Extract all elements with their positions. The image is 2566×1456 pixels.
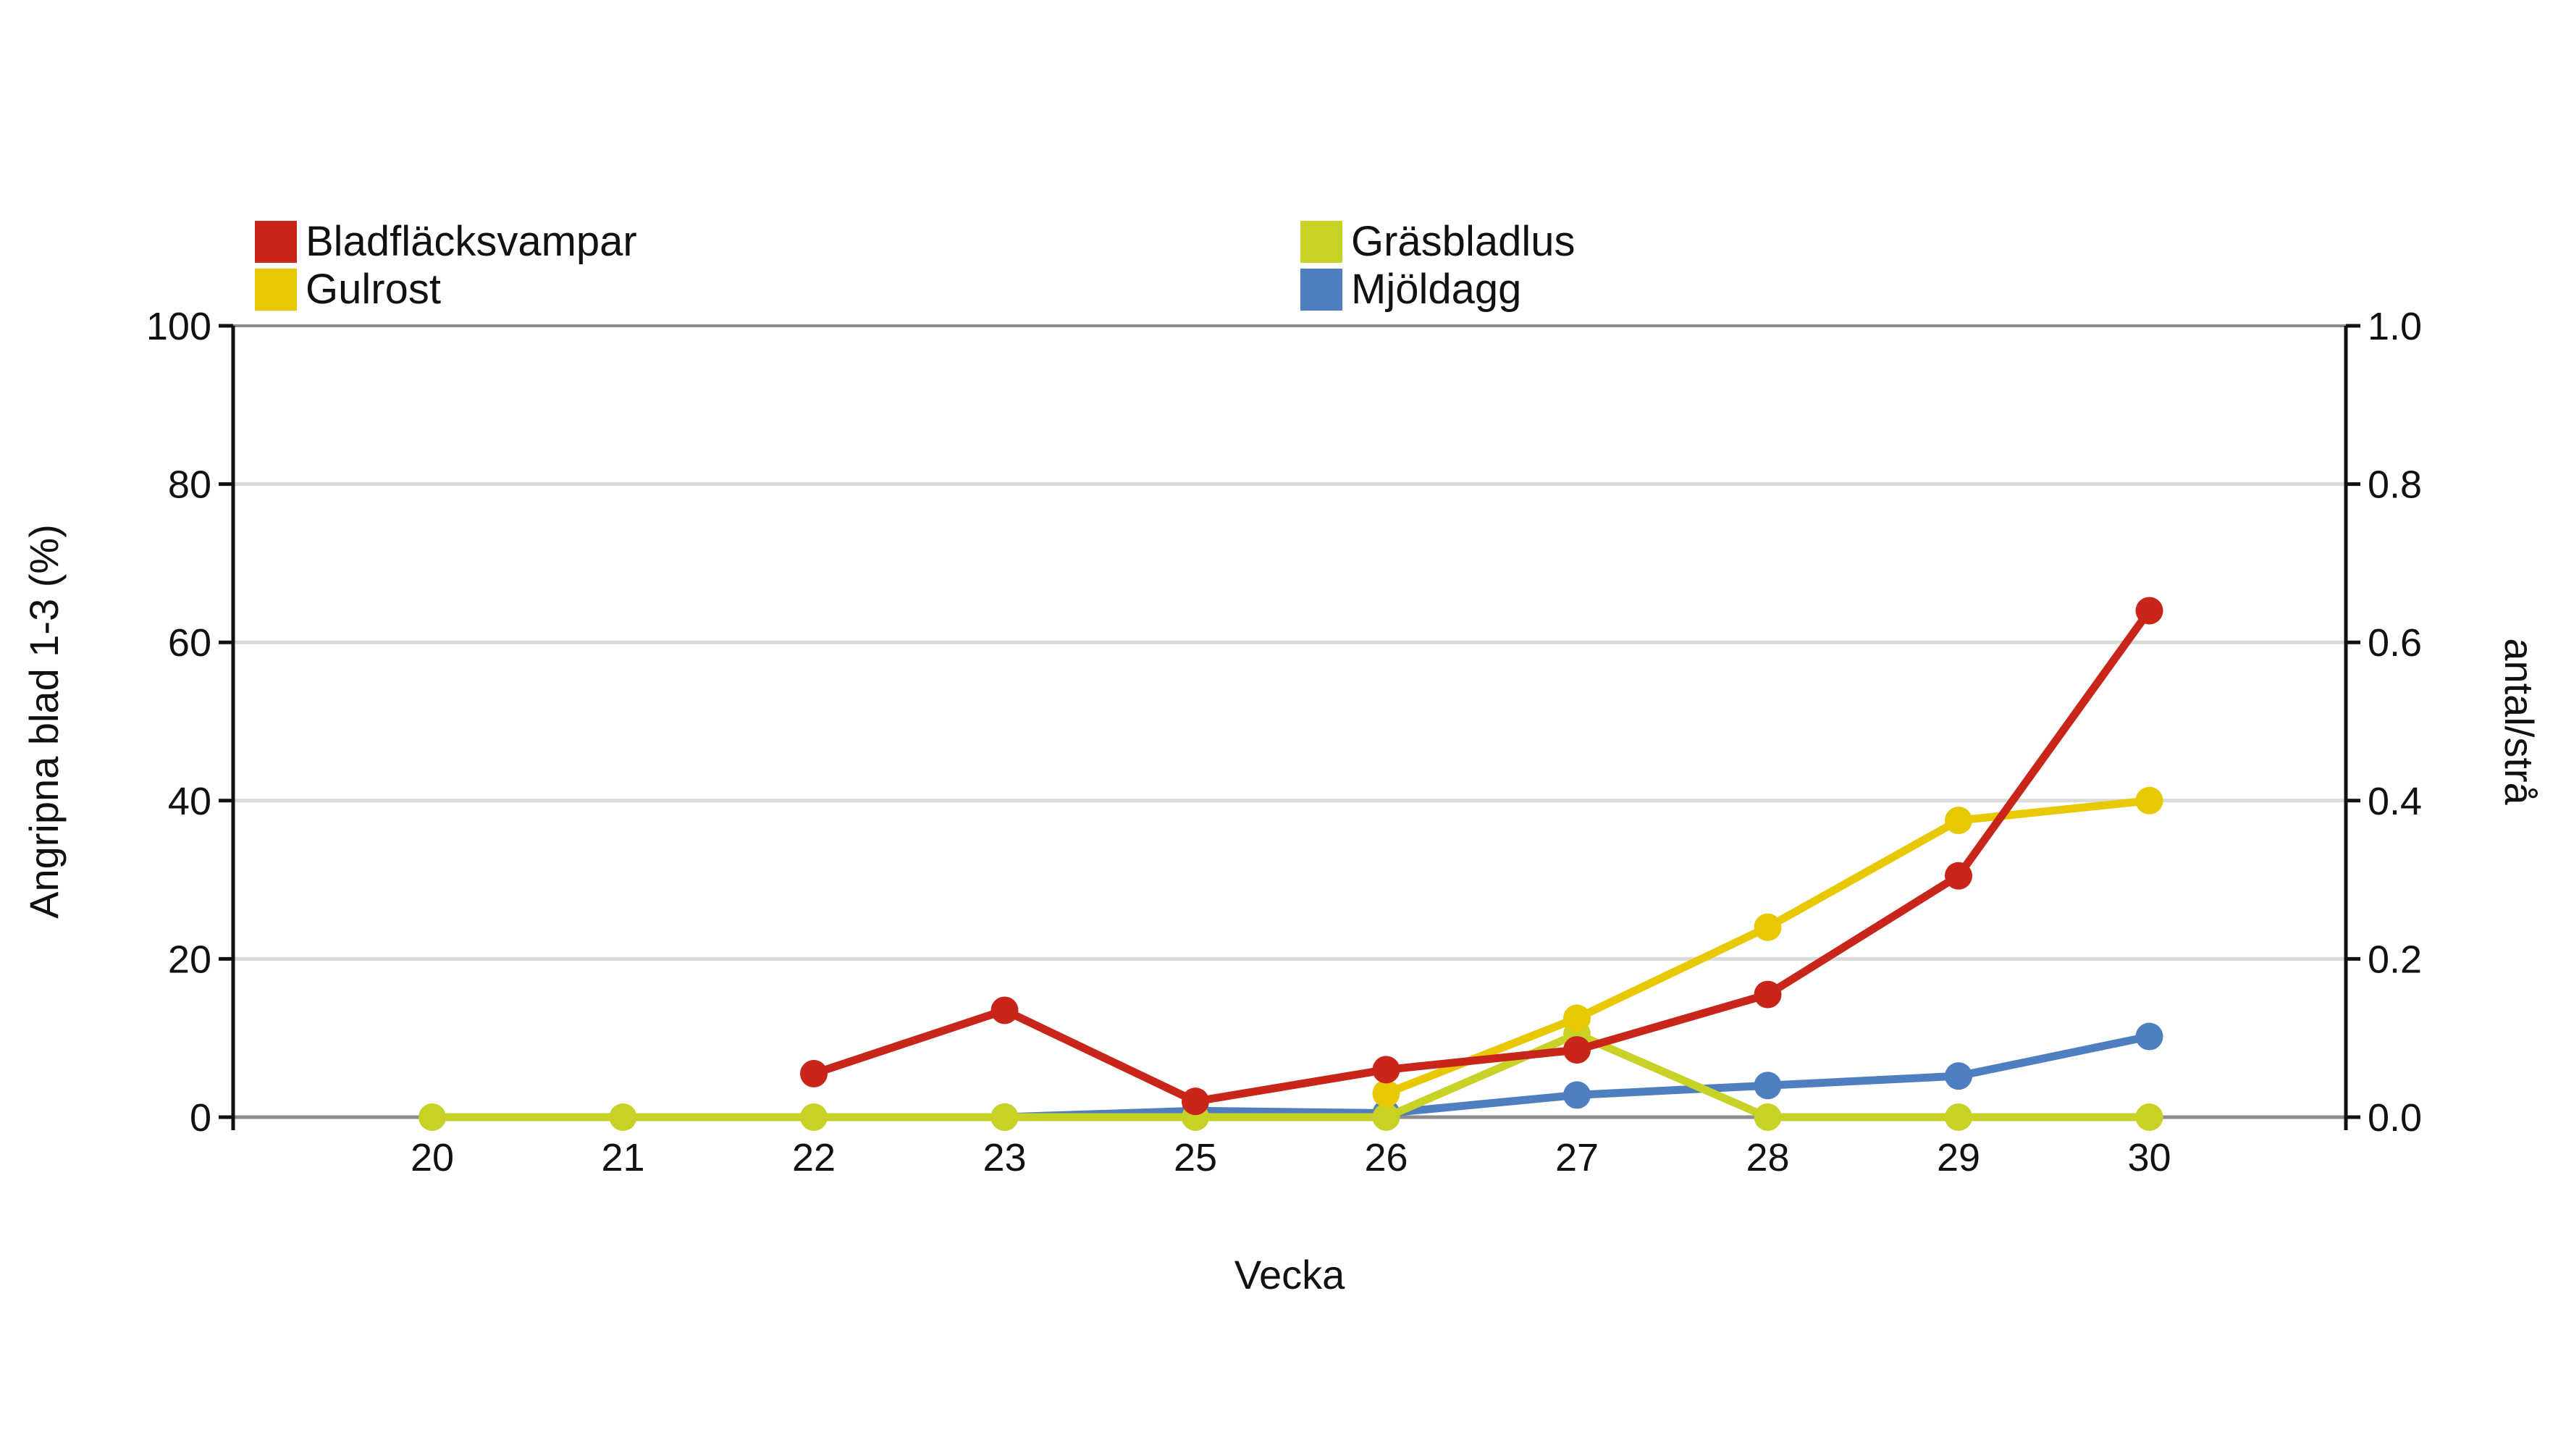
x-tick-label: 20 — [411, 1136, 454, 1179]
series-Gulrost — [1372, 786, 2163, 1108]
legend-label: Mjöldagg — [1351, 266, 1522, 313]
series-layer — [418, 597, 2163, 1131]
data-point — [1563, 1004, 1591, 1032]
series-Bladfläcksvampar — [800, 597, 2163, 1116]
y-right-tick-label: 0.8 — [2368, 463, 2422, 507]
data-point — [1182, 1087, 1209, 1116]
legend-swatch — [255, 220, 297, 263]
data-point — [2135, 1103, 2163, 1131]
legend-swatch — [255, 268, 297, 311]
y-right-tick-label: 0.6 — [2368, 621, 2422, 665]
legend-item-grasbladlus: Gräsbladlus — [1300, 217, 1575, 266]
data-point — [800, 1103, 828, 1131]
y-right-tick-label: 1.0 — [2368, 305, 2422, 348]
x-tick-label: 22 — [792, 1136, 836, 1179]
data-point — [1945, 1062, 1972, 1090]
y-left-tick-label: 80 — [168, 463, 211, 507]
x-tick-label: 26 — [1364, 1136, 1408, 1179]
data-point — [1563, 1036, 1591, 1064]
axes — [219, 324, 2360, 1130]
legend-item-gulrost: Gulrost — [255, 265, 441, 313]
data-point — [2135, 786, 2163, 815]
y-left-tick-label: 40 — [168, 780, 211, 823]
y-left-tick-label: 60 — [168, 621, 211, 665]
y-left-tick-label: 20 — [168, 938, 211, 981]
x-tick-label: 21 — [601, 1136, 644, 1179]
legend-label: Gräsbladlus — [1351, 218, 1576, 265]
x-tick-label: 27 — [1555, 1136, 1599, 1179]
data-point — [990, 1103, 1019, 1131]
x-axis-title: Vecka — [1234, 1252, 1345, 1297]
data-point — [1754, 1103, 1782, 1131]
data-point — [1372, 1056, 1400, 1084]
data-point — [418, 1103, 446, 1131]
data-point — [1372, 1103, 1400, 1131]
legend-item-mjoldagg: Mjöldagg — [1300, 265, 1521, 313]
x-tick-label: 28 — [1746, 1136, 1789, 1179]
legend-swatch — [1300, 220, 1342, 263]
data-point — [800, 1059, 828, 1087]
legend-item-bladflacksvampar: Bladfläcksvampar — [255, 217, 637, 266]
series-line — [809, 606, 2153, 1106]
x-tick-label: 25 — [1174, 1136, 1217, 1179]
x-tick-label: 29 — [1937, 1136, 1980, 1179]
x-tick-label: 23 — [983, 1136, 1026, 1179]
y-axis-left-title: Angripna blad 1-3 (%) — [21, 524, 67, 919]
data-point — [2135, 1022, 2163, 1051]
series-line — [1382, 796, 2153, 1098]
y-left-tick-label: 100 — [146, 305, 211, 348]
y-right-tick-label: 0.2 — [2368, 938, 2422, 981]
gridlines — [233, 482, 2346, 961]
y-axis-right-title: antal/strå — [2496, 638, 2542, 805]
data-point — [1945, 1103, 1972, 1131]
data-point — [1754, 980, 1782, 1009]
data-point — [609, 1103, 637, 1131]
legend-swatch — [1300, 268, 1342, 311]
data-point — [1372, 1080, 1400, 1108]
data-point — [990, 996, 1019, 1024]
data-point — [1754, 1072, 1782, 1100]
y-right-tick-label: 0.0 — [2368, 1096, 2422, 1140]
data-point — [1945, 807, 1972, 835]
data-point — [2135, 597, 2163, 625]
y-left-tick-label: 0 — [190, 1096, 211, 1140]
data-point — [1563, 1081, 1591, 1109]
series-line — [428, 1030, 2153, 1122]
x-tick-label: 30 — [2127, 1136, 2171, 1179]
legend-label: Bladfläcksvampar — [306, 218, 637, 265]
tick-labels: 0 20 40 60 80 100 0.0 0.2 0.4 0.6 0.8 1.0 20 21 22 23 25… — [146, 305, 2422, 1179]
data-point — [1945, 862, 1972, 890]
y-right-tick-label: 0.4 — [2368, 780, 2422, 823]
legend-label: Gulrost — [306, 266, 441, 313]
data-point — [1754, 913, 1782, 941]
